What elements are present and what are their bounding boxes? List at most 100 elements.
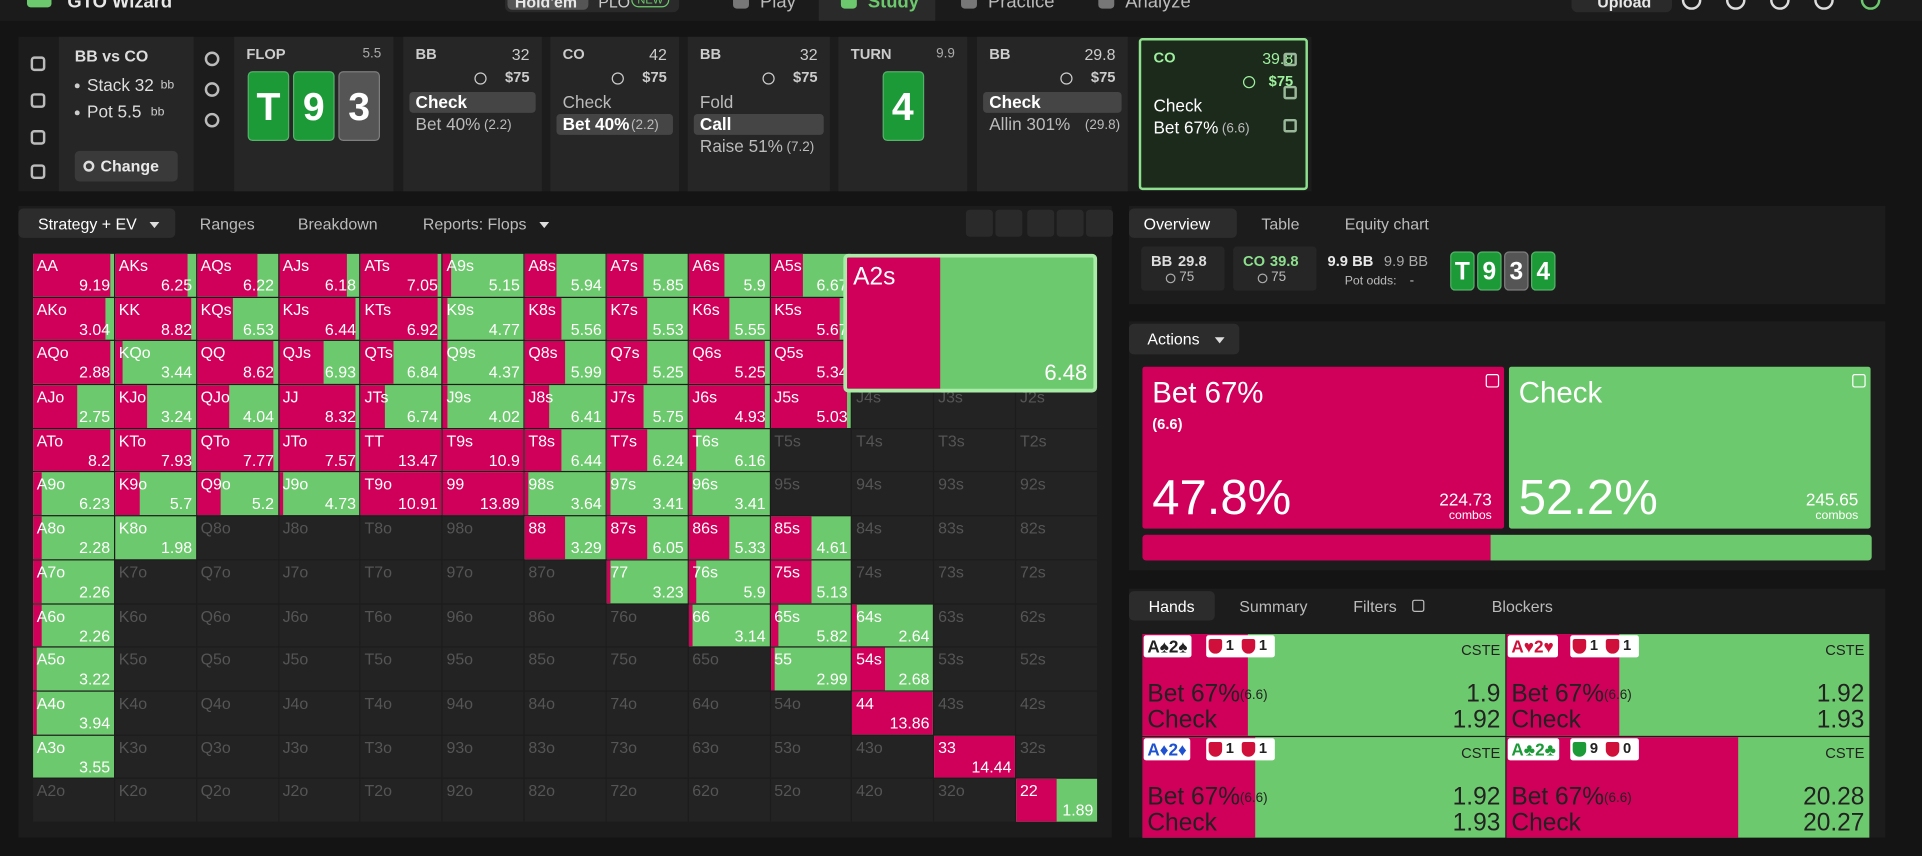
hand-cell[interactable]: T3o <box>360 735 442 778</box>
hand-cell[interactable]: 82o <box>524 779 606 822</box>
hand-cell[interactable]: J5s 5.03 <box>770 385 852 428</box>
hand-cell[interactable]: T5s <box>770 428 852 472</box>
hand-cell[interactable]: QTs 6.84 <box>360 341 442 384</box>
view-icon[interactable] <box>1027 209 1055 237</box>
tab[interactable]: Strategy + EV <box>37 214 137 234</box>
actions-title[interactable]: Actions <box>1147 329 1200 349</box>
tool-icon[interactable] <box>30 164 46 180</box>
hand-cell[interactable]: 96s 3.41 <box>688 472 770 516</box>
hand-cell[interactable]: 95s <box>770 472 852 516</box>
hand-cell[interactable]: J9s 4.02 <box>442 385 524 428</box>
hand-cell[interactable]: K6s 5.55 <box>688 297 770 341</box>
hand-cell[interactable]: 94o <box>442 691 524 735</box>
hand-cell[interactable]: T7o <box>360 560 442 603</box>
top-icon[interactable] <box>1814 0 1834 10</box>
hand-cell[interactable]: 86o <box>524 604 606 647</box>
hand-cell[interactable]: K5o <box>115 647 196 691</box>
hand-cell[interactable]: 84s <box>852 516 934 560</box>
hand-cell[interactable]: 63s <box>934 604 1016 647</box>
hand-cell[interactable]: 74s <box>852 560 934 603</box>
tab[interactable]: Reports: Flops <box>422 214 527 234</box>
hand-cell[interactable]: 64s 2.64 <box>852 604 934 647</box>
hand-cell[interactable]: JTs 6.74 <box>360 385 442 428</box>
hand-cell[interactable]: K3o <box>115 735 196 778</box>
hand-cell[interactable]: A7s 5.85 <box>606 253 688 297</box>
tool-icon[interactable] <box>30 56 46 72</box>
hand-cell[interactable]: JTo 7.57 <box>278 428 360 472</box>
hand-cell[interactable]: 66 3.14 <box>688 604 770 647</box>
hand-cell[interactable]: 22 1.89 <box>1016 779 1098 822</box>
hand-cell[interactable]: 32o <box>934 779 1016 822</box>
hand-cell[interactable]: A8o 2.28 <box>33 516 114 560</box>
hand-cell[interactable]: 87s 6.05 <box>606 516 688 560</box>
hand-cell[interactable]: KTs 6.92 <box>360 297 442 341</box>
hand-cell[interactable]: 62s <box>1016 604 1098 647</box>
hand-cell[interactable]: 65o <box>688 647 770 691</box>
hand-cell[interactable]: JJ 8.32 <box>278 385 360 428</box>
hand-cell[interactable]: 75s 5.13 <box>770 560 852 603</box>
hand-cell[interactable]: Q9o 5.2 <box>196 472 278 516</box>
tab[interactable]: Summary <box>1239 597 1308 616</box>
hand-cell[interactable]: K9s 4.77 <box>442 297 524 341</box>
hand-cell[interactable]: Q7o <box>196 560 278 603</box>
view-icon[interactable] <box>1056 209 1084 237</box>
top-icon[interactable] <box>1681 0 1702 10</box>
mode-label[interactable]: PLO <box>598 0 631 12</box>
hand-cell[interactable]: Q7s 5.25 <box>606 341 688 384</box>
hand-cell[interactable]: T8o <box>360 516 442 560</box>
hand-cell[interactable]: QQ 8.62 <box>196 341 278 384</box>
hand-cell[interactable]: Q6s 5.25 <box>688 341 770 384</box>
hand-cell[interactable]: KQs 6.53 <box>196 297 278 341</box>
hand-cell[interactable]: KJo 3.24 <box>115 385 196 428</box>
hand-cell[interactable]: T5o <box>360 647 442 691</box>
card-tool[interactable] <box>1283 85 1297 100</box>
hand-cell[interactable]: J7o <box>278 560 360 603</box>
hand-cell[interactable]: Q3o <box>196 735 278 778</box>
hand-cell[interactable]: 93s <box>934 472 1016 516</box>
tab[interactable]: Filters <box>1353 597 1397 616</box>
hand-cell[interactable]: A5s 6.67 <box>770 253 852 297</box>
hand-cell[interactable]: 85s 4.61 <box>770 516 852 560</box>
hand-cell[interactable]: AJo 2.75 <box>33 385 114 428</box>
hand-cell[interactable]: K4o <box>115 691 196 735</box>
hand-cell[interactable]: T7s 6.24 <box>606 428 688 472</box>
hand-cell[interactable]: 43o <box>852 735 934 778</box>
tab[interactable]: Equity chart <box>1344 214 1429 234</box>
hand-cell[interactable]: J5o <box>278 647 360 691</box>
hand-cell[interactable]: AJs 6.18 <box>278 253 360 297</box>
hand-cell[interactable]: TT 13.47 <box>360 428 442 472</box>
hand-cell[interactable]: 53s <box>934 647 1016 691</box>
hand-cell[interactable]: ATs 7.05 <box>360 253 442 297</box>
hand-cell[interactable]: J8o <box>278 516 360 560</box>
hand-cell[interactable]: K8o 1.98 <box>115 516 196 560</box>
hand-cell[interactable]: A9s 5.15 <box>442 253 524 297</box>
action-box[interactable]: Check 52.2% 245.65 combos <box>1508 366 1871 529</box>
hand-cell[interactable]: 33 14.44 <box>934 735 1016 778</box>
hand-cell[interactable]: Q9s 4.37 <box>442 341 524 384</box>
card-tool[interactable] <box>1283 118 1297 133</box>
hand-cell[interactable]: J7s 5.75 <box>606 385 688 428</box>
hand-cell[interactable]: 77 3.23 <box>606 560 688 603</box>
upload-button[interactable] <box>1571 0 1672 13</box>
hand-cell[interactable]: A6o 2.26 <box>33 604 114 647</box>
tab[interactable]: Table <box>1261 214 1300 234</box>
hand-cell[interactable]: 65s 5.82 <box>770 604 852 647</box>
hand-cell[interactable]: T3s <box>934 428 1016 472</box>
spot-icon[interactable] <box>204 51 220 67</box>
hand-cell[interactable]: KQo 3.44 <box>115 341 196 384</box>
hand-cell[interactable]: 55 2.99 <box>770 647 852 691</box>
hand-cell[interactable]: AQo 2.88 <box>33 341 114 384</box>
mode-label[interactable]: Hold'em <box>514 0 578 12</box>
hand-cell[interactable]: AA 9.19 <box>33 253 114 297</box>
hand-cell[interactable]: K8s 5.56 <box>524 297 606 341</box>
hand-cell[interactable]: 92o <box>442 779 524 822</box>
hand-cell[interactable]: ATo 8.2 <box>33 428 114 472</box>
hand-cell[interactable]: J3o <box>278 735 360 778</box>
hand-cell[interactable]: Q6o <box>196 604 278 647</box>
hand-cell[interactable]: 52s <box>1016 647 1098 691</box>
hand-cell[interactable]: QJs 6.93 <box>278 341 360 384</box>
hand-cell[interactable]: Q8s 5.99 <box>524 341 606 384</box>
hand-cell[interactable]: 82s <box>1016 516 1098 560</box>
hand-cell[interactable]: T9s 10.9 <box>442 428 524 472</box>
upload-label[interactable]: Upload <box>1597 0 1652 12</box>
